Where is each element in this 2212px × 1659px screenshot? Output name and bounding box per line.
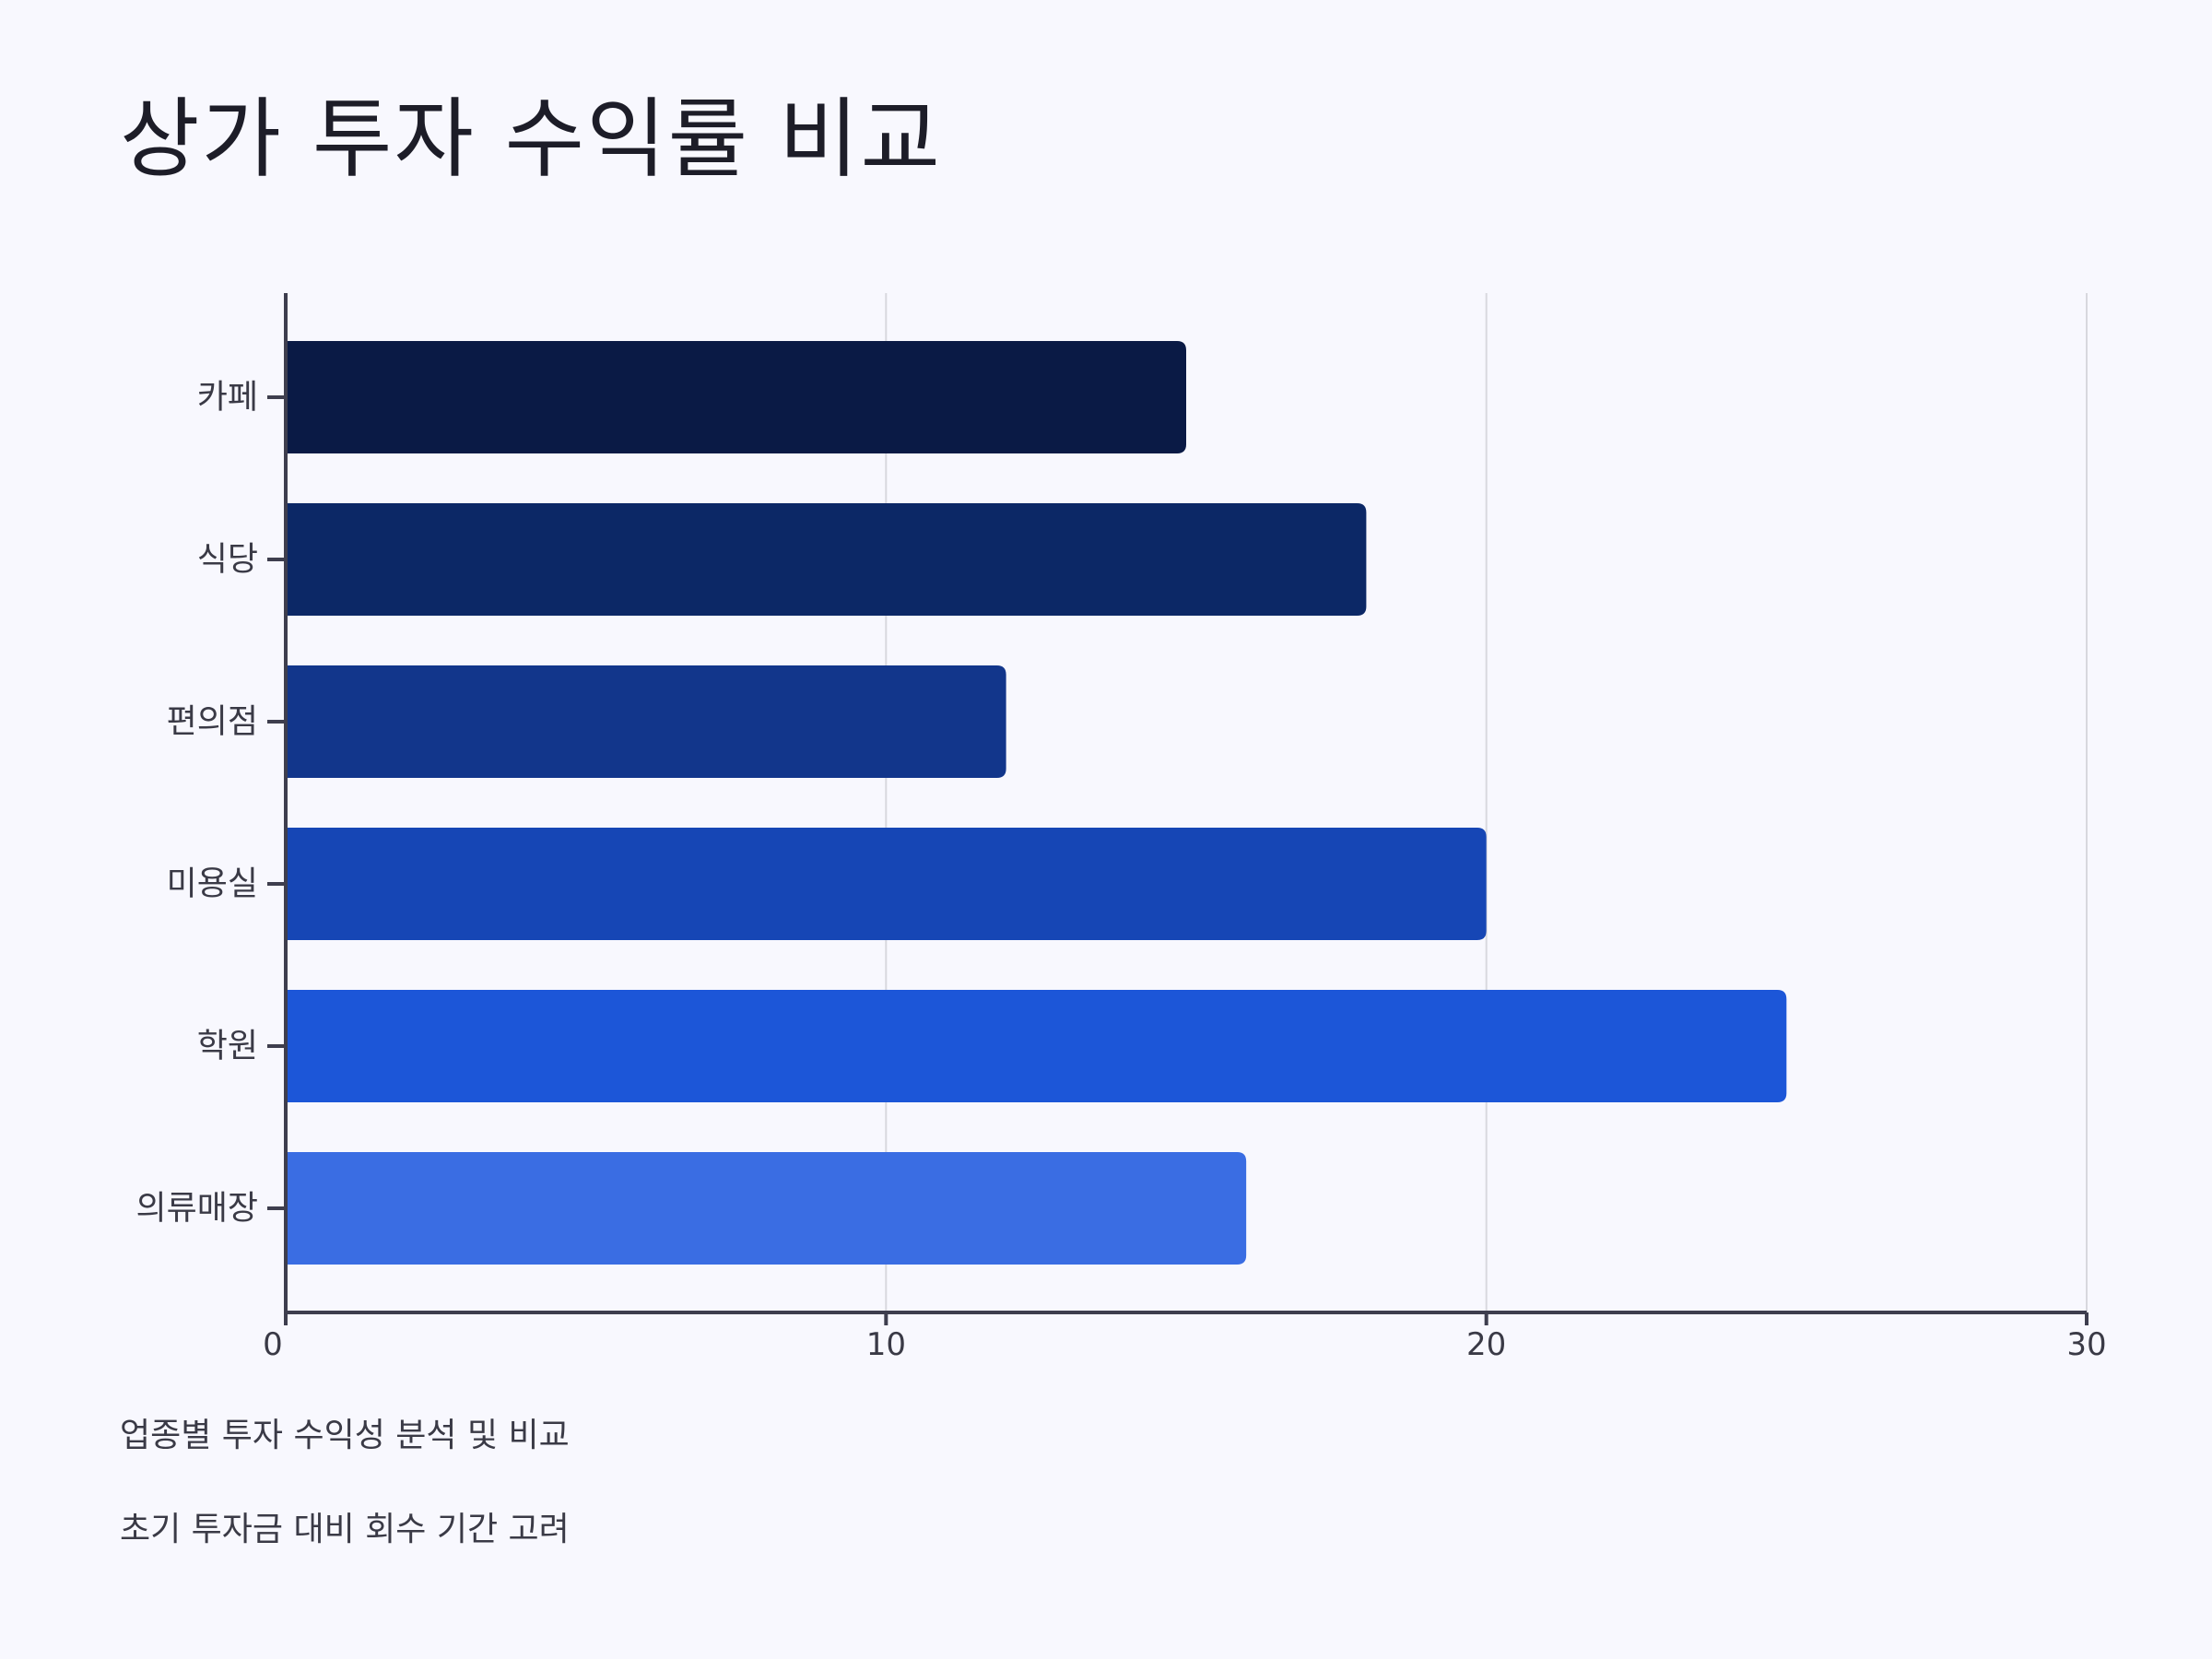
y-tick-label: 편의점 [167,703,258,741]
y-tick-label: 카페 [197,379,258,417]
chart-note-1: 업종별 투자 수익성 분석 및 비교 [120,1417,570,1454]
bar-학원 [286,990,1787,1102]
bar-카페 [286,341,1186,453]
bars [286,341,1787,1265]
y-tick-label: 의류매장 [136,1190,258,1228]
bar-미용실 [286,828,1487,940]
bar-의류매장 [286,1152,1247,1265]
x-tick-label: 20 [1466,1326,1506,1363]
chart-title: 상가 투자 수익률 비교 [120,89,942,190]
bar-식당 [286,503,1367,616]
bar-편의점 [286,665,1006,778]
y-tick-label: 미용실 [167,865,258,903]
x-tick-labels: 0 10 20 30 [263,1326,2106,1363]
x-tick-label: 30 [2066,1326,2106,1363]
y-tick-label: 식당 [197,541,258,579]
axes [267,293,2088,1325]
chart-note-2: 초기 투자금 대비 회수 기간 고려 [120,1511,570,1548]
x-tick-label: 0 [263,1326,283,1363]
y-tick-label: 학원 [197,1028,258,1065]
gridlines [885,293,2088,1312]
x-tick-label: 10 [866,1326,906,1363]
